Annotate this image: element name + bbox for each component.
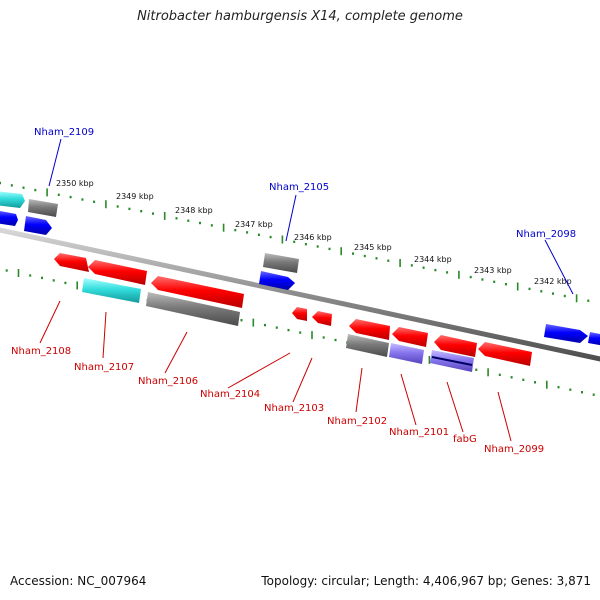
gene-feature-blue[interactable] xyxy=(588,332,600,346)
gene-feature-red[interactable] xyxy=(349,319,390,340)
kbp-label: 2348 kbp xyxy=(175,206,213,215)
kbp-label: 2344 kbp xyxy=(414,255,452,264)
gene-feature-red[interactable] xyxy=(434,335,477,357)
forward-tick-ruler xyxy=(0,181,590,303)
gene-label[interactable]: Nham_2107 xyxy=(74,362,134,373)
gene-feature-red[interactable] xyxy=(88,260,147,285)
genome-backbone xyxy=(0,227,600,362)
gene-label[interactable]: Nham_2099 xyxy=(484,444,544,455)
gene-feature-blue[interactable] xyxy=(24,216,52,235)
gene-feature-grey[interactable] xyxy=(28,199,58,217)
accession-text: Accession: NC_007964 xyxy=(10,574,147,588)
gene-label[interactable]: Nham_2103 xyxy=(264,403,324,414)
gene-feature-red[interactable] xyxy=(151,276,244,308)
kbp-label: 2342 kbp xyxy=(534,277,572,286)
kbp-label: 2347 kbp xyxy=(235,220,273,229)
forward-gene-labels: Nham_2109 Nham_2105 Nham_2098 xyxy=(34,127,576,240)
gene-feature-blue[interactable] xyxy=(544,324,588,343)
gene-feature-red[interactable] xyxy=(478,342,532,366)
page-title: Nitrobacter hamburgensis X14, complete g… xyxy=(137,9,463,24)
gene-label[interactable]: Nham_2104 xyxy=(200,389,260,400)
gene-feature-red[interactable] xyxy=(312,311,332,326)
gene-feature-fabG-stripe xyxy=(431,356,473,366)
gene-feature-blue[interactable] xyxy=(259,271,295,290)
kbp-label: 2350 kbp xyxy=(56,179,94,188)
gene-feature-purple[interactable] xyxy=(389,343,424,364)
gene-feature-cyan[interactable] xyxy=(82,278,141,303)
gene-feature-red[interactable] xyxy=(392,327,428,347)
gene-feature-red[interactable] xyxy=(292,307,307,321)
gene-label[interactable]: Nham_2098 xyxy=(516,229,576,240)
gene-label[interactable]: Nham_2102 xyxy=(327,416,387,427)
kbp-label: 2346 kbp xyxy=(294,233,332,242)
gene-label[interactable]: fabG xyxy=(453,434,477,445)
gene-label[interactable]: Nham_2106 xyxy=(138,376,198,387)
kbp-label: 2349 kbp xyxy=(116,192,154,201)
gene-label[interactable]: Nham_2109 xyxy=(34,127,94,138)
kbp-label: 2345 kbp xyxy=(354,243,392,252)
kbp-label: 2343 kbp xyxy=(474,266,512,275)
reverse-leader-lines xyxy=(39,300,512,442)
gene-feature-cyan[interactable] xyxy=(0,191,25,208)
forward-leader-lines xyxy=(48,138,574,295)
gene-feature-blue[interactable] xyxy=(0,210,18,226)
gene-features xyxy=(0,191,600,372)
gene-feature-grey[interactable] xyxy=(146,292,240,326)
gene-feature-grey[interactable] xyxy=(263,253,299,273)
kbp-scale: 2350 kbp 2349 kbp 2348 kbp 2347 kbp 2346… xyxy=(56,179,572,286)
gene-label[interactable]: Nham_2105 xyxy=(269,182,329,193)
gene-feature-red[interactable] xyxy=(54,253,89,272)
gene-feature-grey[interactable] xyxy=(346,334,389,357)
gene-label[interactable]: Nham_2101 xyxy=(389,427,449,438)
reverse-gene-labels: Nham_2108 Nham_2107 Nham_2106 Nham_2104 … xyxy=(11,346,544,455)
gene-label[interactable]: Nham_2108 xyxy=(11,346,71,357)
genome-summary-text: Topology: circular; Length: 4,406,967 bp… xyxy=(261,574,591,588)
